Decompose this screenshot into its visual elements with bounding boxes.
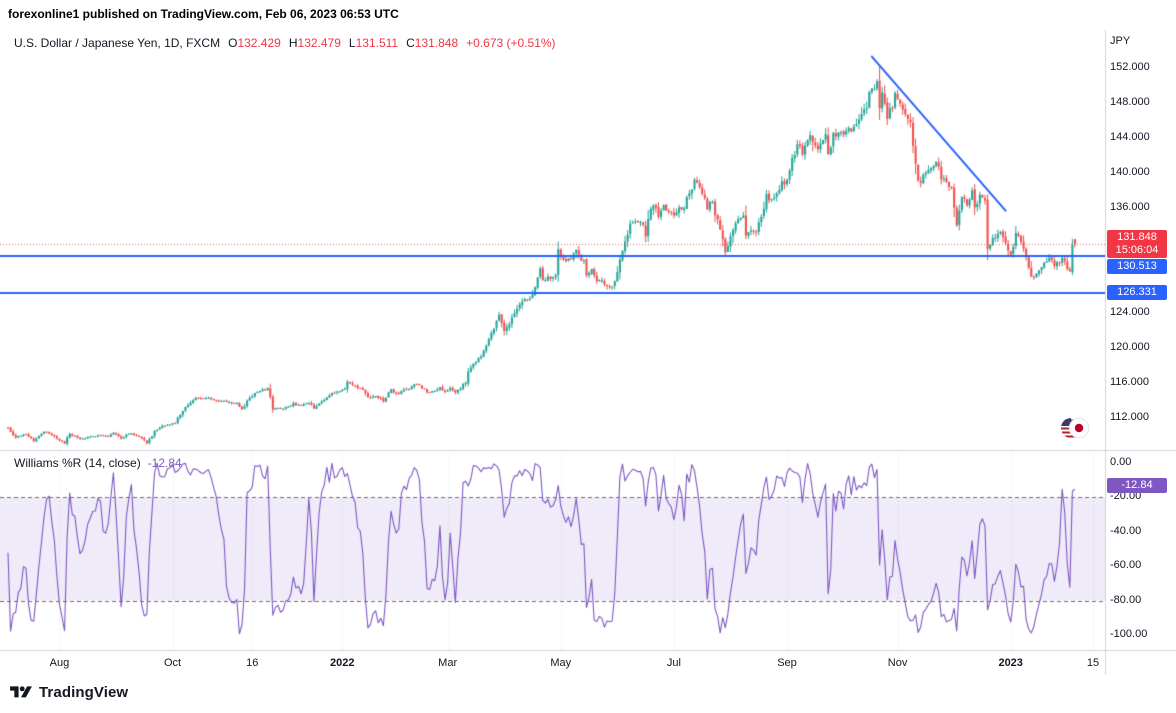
price-axis-unit: JPY [1110,35,1131,47]
price-tick-label: 148.000 [1110,96,1150,108]
japan-flag-icon [1069,418,1089,438]
time-tick-label: Sep [777,657,797,669]
price-tick-label: 136.000 [1110,201,1150,213]
symbol-title[interactable]: U.S. Dollar / Japanese Yen, 1D, FXCM [14,36,221,50]
time-tick-label: 15 [1086,657,1100,669]
wr-tick-label: -40.00 [1110,524,1142,537]
symbol-legend: U.S. Dollar / Japanese Yen, 1D, FXCM O132… [14,36,556,50]
usdjpy-flag-icon [1059,412,1091,449]
wr-tick-label: 0.00 [1110,456,1132,468]
footer: TradingView [10,684,128,701]
attribution-text: forexonline1 published on TradingView.co… [8,7,399,21]
indicator-value: -12.84 [147,456,182,470]
indicator-legend: Williams %R (14, close) -12.84 [14,456,182,470]
price-tick-label: 116.000 [1110,376,1149,388]
time-tick-label: Mar [438,657,458,669]
tradingview-logo [10,684,32,701]
price-tick-label: 152.000 [1110,61,1150,73]
ohlc-open: O132.429 [228,36,281,50]
time-tick-label: 16 [246,657,259,669]
attribution-bar: forexonline1 published on TradingView.co… [8,7,399,21]
time-tick-label: May [550,657,572,669]
indicator-title[interactable]: Williams %R (14, close) [14,456,141,470]
price-axis-badge: 130.513 [1107,259,1167,275]
wr-tick-label: -80.00 [1110,593,1142,606]
time-tick-label: Oct [163,657,182,669]
ohlc-low: L131.511 [348,36,399,50]
change-value: +0.673 (+0.51%) [466,36,556,50]
price-tick-label: 120.000 [1110,341,1150,353]
price-tick-label: 144.000 [1110,131,1150,143]
wr-tick-label: -100.00 [1110,628,1148,640]
time-tick-label: Aug [49,657,70,669]
price-axis-badge: 126.331 [1107,285,1167,301]
time-tick-label: Jul [666,657,681,669]
time-tick-label: Nov [887,657,908,669]
time-tick-label: 2023 [998,657,1023,669]
price-tick-label: 124.000 [1110,306,1150,318]
price-axis-badge: 131.848 15:06:04 [1107,230,1167,259]
tradingview-brand-text[interactable]: TradingView [39,684,129,701]
price-tick-label: 140.000 [1110,166,1150,178]
ohlc-high: H132.479 [288,36,341,50]
wr-axis-badge: -12.84 [1107,477,1167,493]
time-tick-label: 2022 [329,657,355,669]
price-tick-label: 112.000 [1110,411,1149,423]
wr-tick-label: -60.00 [1110,559,1142,572]
wr-tick-label: -20.00 [1110,490,1142,503]
ohlc-close: C131.848 [406,36,459,50]
